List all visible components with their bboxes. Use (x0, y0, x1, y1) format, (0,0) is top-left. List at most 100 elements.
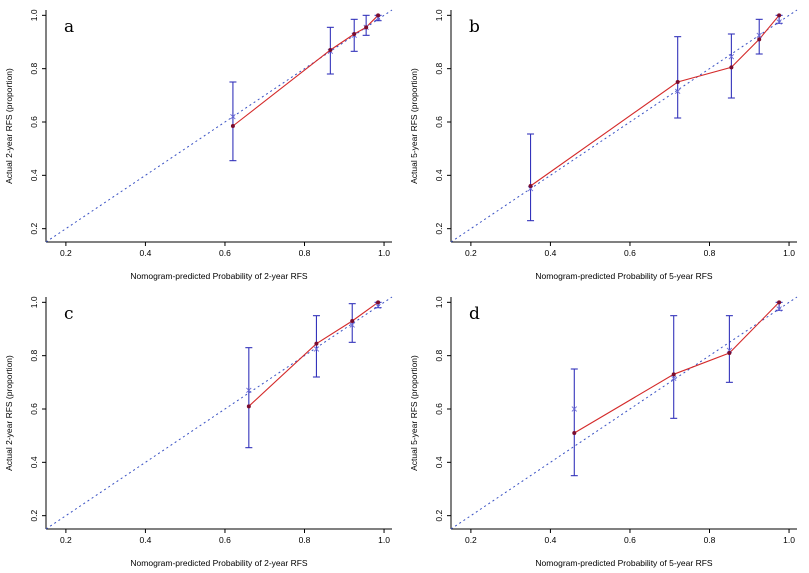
panel-letter: d (469, 304, 480, 324)
ideal-line (45, 9, 393, 243)
y-tick-label: 0.8 (29, 349, 39, 361)
x-tick-label: 0.8 (299, 248, 311, 258)
y-tick-label: 0.2 (434, 223, 444, 235)
data-point (727, 350, 732, 355)
y-tick-label: 0.2 (29, 509, 39, 521)
y-tick-label: 1.0 (29, 9, 39, 21)
data-point (776, 300, 781, 305)
panel-c: 0.2 0.4 0.6 0.8 1.0 0.2 0.4 0.6 0.8 1.0 Nomogram-p… (0, 287, 405, 573)
observed-marker (674, 88, 681, 95)
data-point (528, 184, 533, 189)
error-bar (526, 133, 534, 222)
panel-d: 0.2 0.4 0.6 0.8 1.0 0.2 0.4 0.6 0.8 1.0 Nomogram-p… (405, 287, 809, 573)
calibration-line (529, 15, 780, 187)
observed-marker (313, 346, 320, 352)
observed-marker (571, 406, 577, 412)
panel-letter: a (64, 17, 74, 37)
data-point (376, 13, 381, 18)
x-tick-label: 0.4 (140, 248, 152, 258)
x-tick-label: 0.2 (60, 535, 72, 545)
error-bar (755, 19, 763, 55)
observed-marker (776, 19, 782, 25)
observed-marker (776, 306, 782, 312)
y-tick-label: 0.8 (434, 63, 444, 75)
x-axis-label: Nomogram-predicted Probability of 2-year… (131, 271, 308, 281)
x-tick-label: 0.2 (465, 248, 477, 258)
x-tick-label: 1.0 (783, 248, 795, 258)
data-point (776, 13, 781, 18)
error-bar (570, 368, 578, 476)
x-tick-label: 0.4 (544, 535, 556, 545)
panel-a: 0.2 0.4 0.6 0.8 1.0 0.2 0.4 0.6 0.8 1.0 Nomogram-p… (0, 0, 405, 287)
x-tick-label: 0.8 (299, 535, 311, 545)
y-axis-label: Actual 5-year RFS (proportion) (409, 355, 419, 471)
y-tick-label: 0.6 (434, 116, 444, 128)
ideal-line (45, 296, 393, 530)
x-axis-label: Nomogram-predicted Probability of 2-year… (131, 558, 308, 568)
error-bar (229, 81, 237, 162)
x-tick-label: 0.6 (219, 248, 231, 258)
y-tick-label: 0.6 (29, 403, 39, 415)
x-tick-label: 0.8 (703, 535, 715, 545)
x-tick-label: 0.6 (624, 535, 636, 545)
y-tick-label: 0.2 (434, 509, 444, 521)
y-tick-label: 0.4 (434, 456, 444, 468)
data-point (671, 372, 676, 377)
panel-letter: c (64, 304, 74, 324)
x-axis-label: Nomogram-predicted Probability of 5-year… (535, 558, 712, 568)
error-bar (673, 36, 681, 119)
panel-b: 0.2 0.4 0.6 0.8 1.0 0.2 0.4 0.6 0.8 1.0 Nomogram-p… (405, 0, 809, 287)
x-tick-label: 1.0 (378, 248, 390, 258)
observed-marker (756, 32, 762, 39)
y-tick-label: 0.6 (29, 116, 39, 128)
observed-marker (375, 303, 382, 309)
data-point (729, 65, 734, 70)
x-tick-label: 0.8 (703, 248, 715, 258)
observed-marker (349, 322, 356, 328)
data-point (572, 430, 577, 435)
ideal-line (450, 9, 798, 243)
error-bar (725, 314, 733, 383)
x-tick-label: 0.6 (624, 248, 636, 258)
ideal-line (450, 296, 798, 530)
x-axis-label: Nomogram-predicted Probability of 5-year… (535, 271, 712, 281)
x-tick-label: 1.0 (378, 535, 390, 545)
calibration-line (573, 301, 780, 434)
observed-marker (246, 387, 252, 393)
data-point (376, 300, 381, 305)
y-axis-label: Actual 2-year RFS (proportion) (4, 355, 14, 471)
y-tick-label: 1.0 (29, 296, 39, 308)
x-tick-label: 0.4 (544, 248, 556, 258)
y-tick-label: 1.0 (434, 296, 444, 308)
y-tick-label: 0.8 (434, 349, 444, 361)
calibration-plot-5yr-training: 0.2 0.4 0.6 0.8 1.0 0.2 0.4 0.6 0.8 1.0 Nomogram-p… (409, 9, 798, 281)
calibration-plot-2yr-validation: 0.2 0.4 0.6 0.8 1.0 0.2 0.4 0.6 0.8 1.0 Nomogram-p… (4, 296, 393, 568)
panel-letter: b (469, 17, 480, 37)
y-tick-label: 0.8 (29, 63, 39, 75)
y-tick-label: 0.4 (29, 456, 39, 468)
y-tick-label: 0.6 (434, 403, 444, 415)
observed-marker (230, 114, 236, 120)
data-point (364, 25, 369, 30)
error-bar (313, 314, 321, 378)
y-axis-label: Actual 2-year RFS (proportion) (4, 68, 14, 184)
y-axis-label: Actual 5-year RFS (proportion) (409, 68, 419, 184)
calibration-line (232, 15, 379, 127)
y-tick-label: 0.4 (434, 169, 444, 181)
calibration-line (248, 301, 379, 407)
data-point (231, 124, 236, 129)
data-point (756, 37, 761, 42)
x-tick-label: 0.4 (140, 535, 152, 545)
x-tick-label: 0.6 (219, 535, 231, 545)
y-tick-label: 0.4 (29, 169, 39, 181)
y-tick-label: 0.2 (29, 223, 39, 235)
calibration-plot-2yr-training: 0.2 0.4 0.6 0.8 1.0 0.2 0.4 0.6 0.8 1.0 Nomogram-p… (4, 9, 393, 281)
x-tick-label: 0.2 (60, 248, 72, 258)
error-bar (362, 15, 370, 37)
data-point (675, 80, 680, 85)
observed-marker (670, 375, 677, 381)
calibration-plot-5yr-validation: 0.2 0.4 0.6 0.8 1.0 0.2 0.4 0.6 0.8 1.0 Nomogram-p… (409, 296, 798, 568)
x-tick-label: 0.2 (465, 535, 477, 545)
data-point (314, 341, 319, 346)
